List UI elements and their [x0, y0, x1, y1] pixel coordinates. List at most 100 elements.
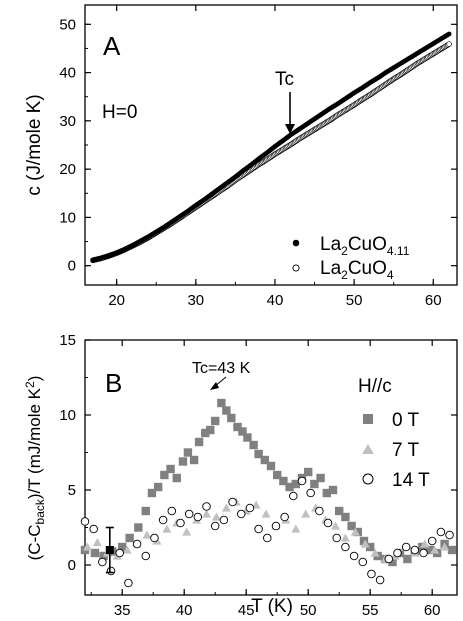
point-14t: [427, 536, 437, 546]
panel-b-xtick-label: 45: [238, 602, 255, 616]
point-la2cuo4: [446, 41, 452, 47]
point-14t: [349, 551, 359, 561]
point-0t: [217, 398, 226, 408]
point-14t: [297, 476, 307, 486]
point-0t: [273, 470, 282, 480]
point-7t: [122, 545, 132, 554]
point-0t: [366, 542, 375, 552]
point-14t: [158, 515, 168, 525]
panel-b-ylabel: (C-Cback)/T (mJ/mole K2): [23, 376, 47, 561]
point-7t: [301, 509, 311, 518]
point-0t: [322, 488, 331, 498]
point-0t: [266, 461, 276, 471]
panel-a: 20 30 40 50 60 0 10 20 30 40 50 A H=0 Tc c (J/mole…: [24, 4, 458, 309]
panel-b-tc-arrow: [210, 376, 227, 390]
point-0t: [206, 425, 215, 435]
point-0t: [316, 473, 325, 483]
point-7t: [340, 533, 350, 542]
panel-a-ytick-label: 10: [59, 209, 76, 226]
legend-label-7t: 7 T: [392, 440, 420, 461]
point-0t: [227, 413, 236, 423]
panel-a-legend: La2CuO4.11 La2CuO4: [292, 234, 410, 282]
point-14t: [184, 509, 194, 519]
point-14t: [132, 539, 142, 549]
point-0t: [178, 457, 188, 466]
point-0t: [310, 479, 319, 489]
point-0t: [347, 521, 356, 531]
point-0t: [141, 506, 150, 516]
point-14t: [236, 509, 246, 519]
point-0t: [211, 416, 220, 426]
point-0t: [254, 449, 263, 459]
point-0t: [260, 455, 269, 465]
point-14t: [445, 530, 454, 540]
point-14t: [263, 533, 272, 543]
point-0t: [201, 428, 210, 438]
panel-a-ylabel: c (J/mole K): [24, 94, 45, 195]
point-14t: [150, 533, 159, 543]
point-7t: [202, 509, 212, 518]
point-14t: [89, 524, 98, 534]
point-0t: [388, 557, 397, 567]
point-7t: [420, 539, 430, 548]
panel-a-xtick-label: 40: [267, 292, 284, 309]
panel-b-data: [80, 398, 457, 588]
panel-b-label: B: [105, 368, 122, 398]
point-7t: [92, 538, 102, 547]
legend-label-14t: 14 T: [392, 470, 430, 491]
point-14t: [367, 569, 376, 579]
point-0t: [285, 482, 294, 492]
point-14t: [271, 521, 281, 531]
panel-b-xtick-label: 40: [176, 602, 193, 616]
point-0t: [447, 545, 457, 555]
panel-a-ytick-label: 20: [59, 161, 76, 178]
point-0t: [189, 455, 199, 465]
point-7t: [330, 521, 340, 530]
point-14t: [245, 503, 255, 513]
point-14t: [375, 575, 385, 585]
panel-b-ytick-label: 0: [68, 557, 76, 574]
point-14t: [323, 518, 333, 528]
point-0t: [291, 479, 300, 489]
point-7t: [82, 542, 92, 551]
point-14t: [115, 548, 124, 558]
point-0t: [233, 422, 242, 432]
point-0t: [341, 512, 350, 522]
point-0t: [118, 542, 127, 552]
point-14t: [193, 512, 203, 522]
point-14t: [167, 506, 177, 516]
panel-a-ytick-label: 30: [59, 113, 76, 130]
point-0t: [359, 536, 369, 546]
panel-b-frame: [84, 339, 458, 596]
point-0t: [328, 485, 338, 495]
panel-a-ytick-label: 50: [59, 16, 76, 33]
point-0t: [249, 440, 258, 450]
point-14t: [332, 533, 341, 543]
point-7t: [291, 524, 301, 533]
legend-marker-la2cuo4: [292, 264, 300, 272]
panel-b-ytick-label: 5: [68, 482, 76, 499]
point-7t: [440, 542, 450, 551]
panel-a-tc-annotation: Tc: [275, 69, 294, 90]
point-0t: [160, 470, 169, 480]
panel-b-tc-annotation: Tc=43 K: [192, 360, 251, 377]
point-0t: [279, 476, 288, 486]
point-0t: [147, 488, 157, 498]
point-14t: [80, 517, 90, 526]
panel-a-data: [90, 31, 452, 264]
point-14t: [176, 518, 185, 528]
error-bar-point: [105, 546, 114, 554]
point-0t: [304, 467, 313, 477]
point-0t: [243, 433, 252, 442]
point-0t: [166, 464, 175, 474]
point-14t: [419, 548, 428, 558]
panel-a-xtick-label: 20: [108, 292, 125, 309]
panel-b-xtick-label: 55: [362, 602, 379, 616]
point-0t: [125, 533, 134, 543]
point-7t: [261, 509, 271, 518]
point-7t: [182, 527, 192, 536]
point-7t: [360, 539, 370, 548]
point-0t: [425, 545, 434, 555]
point-0t: [153, 482, 163, 492]
